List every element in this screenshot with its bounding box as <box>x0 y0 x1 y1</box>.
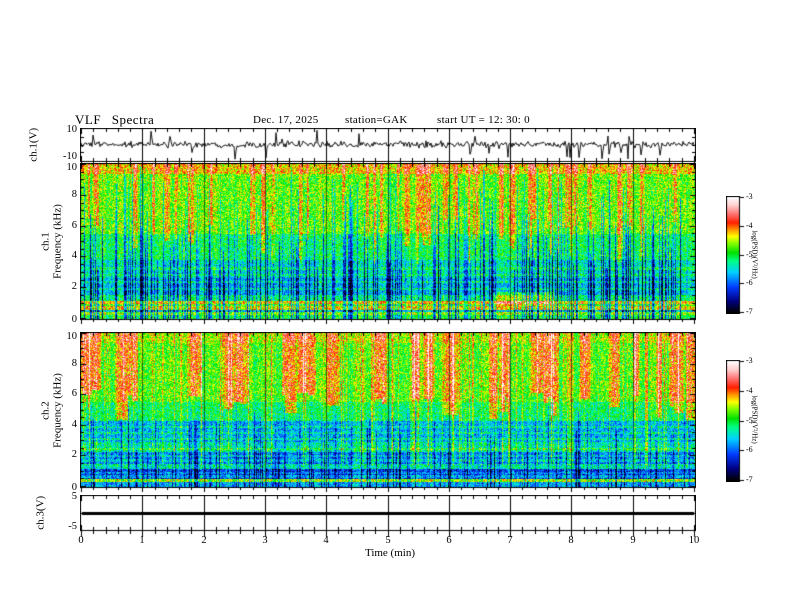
figure-title: VLF Spectra <box>75 112 155 127</box>
x-tick-label: 5 <box>385 535 391 546</box>
x-tick-label: 2 <box>201 535 207 546</box>
y-tick-label-spec1: 2 <box>71 281 77 292</box>
y-tick-label-ch3: -5 <box>68 521 77 532</box>
header-station: station=GAK <box>345 114 408 126</box>
y-axis-label-ch1: ch.1(V) <box>27 128 40 162</box>
x-axis-label: Time (min) <box>364 547 415 559</box>
colorbar-tick-label: -4 <box>746 221 753 230</box>
ch3-waveform-panel <box>80 495 696 540</box>
x-tick-label: 1 <box>139 535 145 546</box>
colorbar-tick-label: -5 <box>746 250 753 259</box>
colorbar-tick-label: -6 <box>746 445 753 454</box>
ch1-spectrogram-panel <box>80 163 696 327</box>
y-tick-label-spec1: 0 <box>71 314 77 325</box>
colorbar-tick-label: -6 <box>746 278 753 287</box>
colorbar-ch1 <box>726 196 746 314</box>
y-tick-label-spec2: 10 <box>66 331 78 342</box>
x-tick-label: 9 <box>630 535 636 546</box>
x-tick-label: 0 <box>78 535 84 546</box>
x-tick-label: 4 <box>323 535 329 546</box>
colorbar-tick-label: -7 <box>746 475 753 484</box>
y-tick-label-ch1: -10 <box>63 151 77 162</box>
y-axis-label-ch1-frequency: ch.1 Frequency (kHz) <box>39 203 64 279</box>
x-tick-label: 3 <box>262 535 268 546</box>
x-tick-label: 7 <box>507 535 513 546</box>
header-date: Dec. 17, 2025 <box>253 114 319 126</box>
y-tick-label-spec1: 10 <box>66 162 78 173</box>
y-tick-label-spec2: 6 <box>71 388 77 399</box>
y-axis-label-ch2-frequency: ch.2 Frequency (kHz) <box>39 372 64 448</box>
y-tick-label-spec2: 0 <box>71 482 77 493</box>
colorbar-tick-label: -4 <box>746 386 753 395</box>
colorbar-tick-label: -3 <box>746 192 753 201</box>
y-tick-label-ch1: 10 <box>66 124 78 135</box>
ch1-waveform-panel <box>80 128 696 166</box>
y-tick-label-spec2: 8 <box>71 358 77 369</box>
ch2-spectrogram-panel <box>80 332 696 495</box>
colorbar-tick-label: -5 <box>746 416 753 425</box>
y-axis-label-ch3: ch.3(V) <box>34 496 47 530</box>
x-tick-label: 8 <box>568 535 574 546</box>
y-tick-label-spec1: 6 <box>71 220 77 231</box>
colorbar-tick-label: -7 <box>746 307 753 316</box>
y-tick-label-spec2: 2 <box>71 449 77 460</box>
colorbar-tick-label: -3 <box>746 356 753 365</box>
y-tick-label-ch3: 5 <box>71 491 77 502</box>
x-tick-label: 10 <box>688 535 700 546</box>
y-tick-label-spec1: 8 <box>71 189 77 200</box>
header-start-ut: start UT = 12: 30: 0 <box>437 114 530 126</box>
colorbar-ch2 <box>726 360 746 482</box>
y-tick-label-spec1: 4 <box>71 250 77 261</box>
y-tick-label-spec2: 4 <box>71 419 77 430</box>
x-tick-label: 6 <box>446 535 452 546</box>
